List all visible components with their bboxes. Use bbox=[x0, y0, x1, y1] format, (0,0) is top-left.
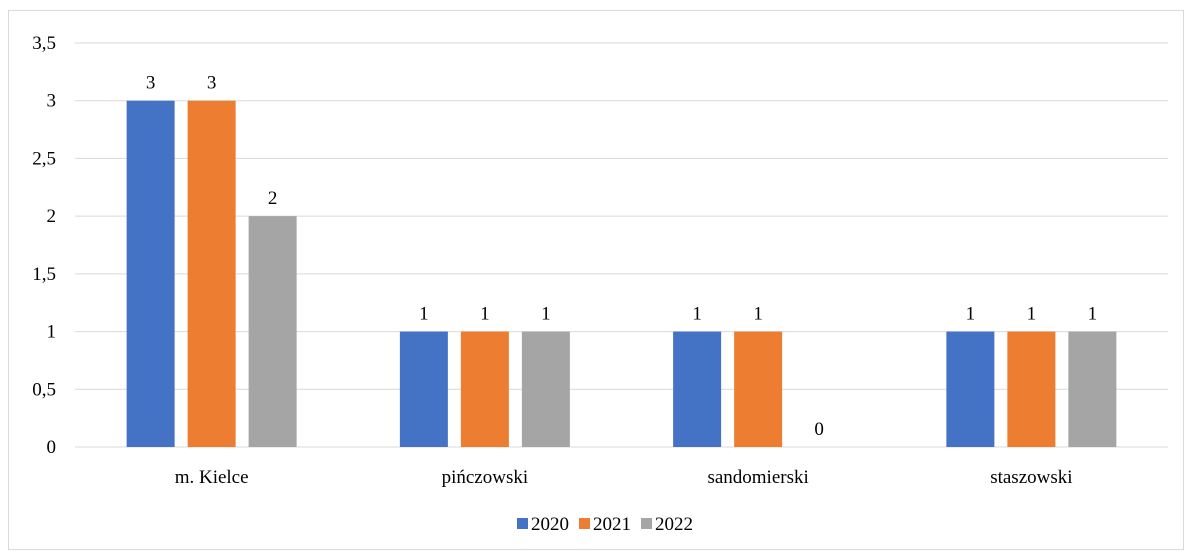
bar-2020-3 bbox=[946, 331, 995, 447]
data-label: 1 bbox=[541, 304, 551, 325]
y-tick-label: 2 bbox=[47, 206, 57, 227]
y-tick-label: 0 bbox=[47, 437, 57, 458]
bar-2021-3 bbox=[1007, 331, 1056, 447]
bar-2020-2 bbox=[673, 331, 722, 447]
bar-2022-3 bbox=[1068, 331, 1117, 447]
data-label: 1 bbox=[966, 304, 976, 325]
bar-2021-2 bbox=[734, 331, 783, 447]
legend-label: 2022 bbox=[655, 514, 693, 535]
y-tick-label: 0,5 bbox=[32, 379, 56, 400]
data-label: 1 bbox=[480, 304, 490, 325]
bar-2021-1 bbox=[460, 331, 509, 447]
data-label: 3 bbox=[207, 73, 217, 94]
y-tick-label: 3,5 bbox=[32, 33, 56, 54]
y-tick-label: 1,5 bbox=[32, 264, 56, 285]
data-label: 1 bbox=[753, 304, 763, 325]
y-tick-label: 1 bbox=[47, 322, 57, 343]
data-label: 1 bbox=[419, 304, 429, 325]
y-axis-ticks: 0 0,5 1 1,5 2 2,5 3 3,5 bbox=[32, 33, 56, 458]
data-label: 3 bbox=[146, 73, 156, 94]
legend-swatch-2020 bbox=[517, 518, 528, 529]
data-label: 1 bbox=[692, 304, 702, 325]
bar-2022-0 bbox=[248, 216, 297, 447]
legend-label: 2020 bbox=[531, 514, 569, 535]
y-tick-label: 3 bbox=[47, 91, 57, 112]
data-labels: 3 3 2 1 1 1 1 1 0 1 1 1 bbox=[146, 73, 1097, 440]
bar-2020-0 bbox=[126, 100, 175, 447]
category-label: sandomierski bbox=[707, 467, 808, 488]
bar-2020-1 bbox=[399, 331, 448, 447]
gridlines bbox=[75, 42, 1168, 448]
legend-swatch-2021 bbox=[579, 518, 590, 529]
data-label: 0 bbox=[814, 419, 824, 440]
legend-swatch-2022 bbox=[641, 518, 652, 529]
data-label: 1 bbox=[1088, 304, 1098, 325]
y-tick-label: 2,5 bbox=[32, 148, 56, 169]
bars bbox=[126, 100, 1117, 447]
category-labels: m. Kielce pińczowski sandomierski staszowsk… bbox=[175, 467, 1073, 488]
category-label: m. Kielce bbox=[175, 467, 249, 488]
category-label: staszowski bbox=[990, 467, 1072, 488]
data-label: 2 bbox=[268, 188, 278, 209]
legend-label: 2021 bbox=[593, 514, 631, 535]
data-label: 1 bbox=[1027, 304, 1037, 325]
category-label: pińczowski bbox=[442, 467, 529, 488]
legend: 2020 2021 2022 bbox=[517, 514, 693, 535]
bar-2022-1 bbox=[521, 331, 570, 447]
bar-2021-0 bbox=[187, 100, 236, 447]
